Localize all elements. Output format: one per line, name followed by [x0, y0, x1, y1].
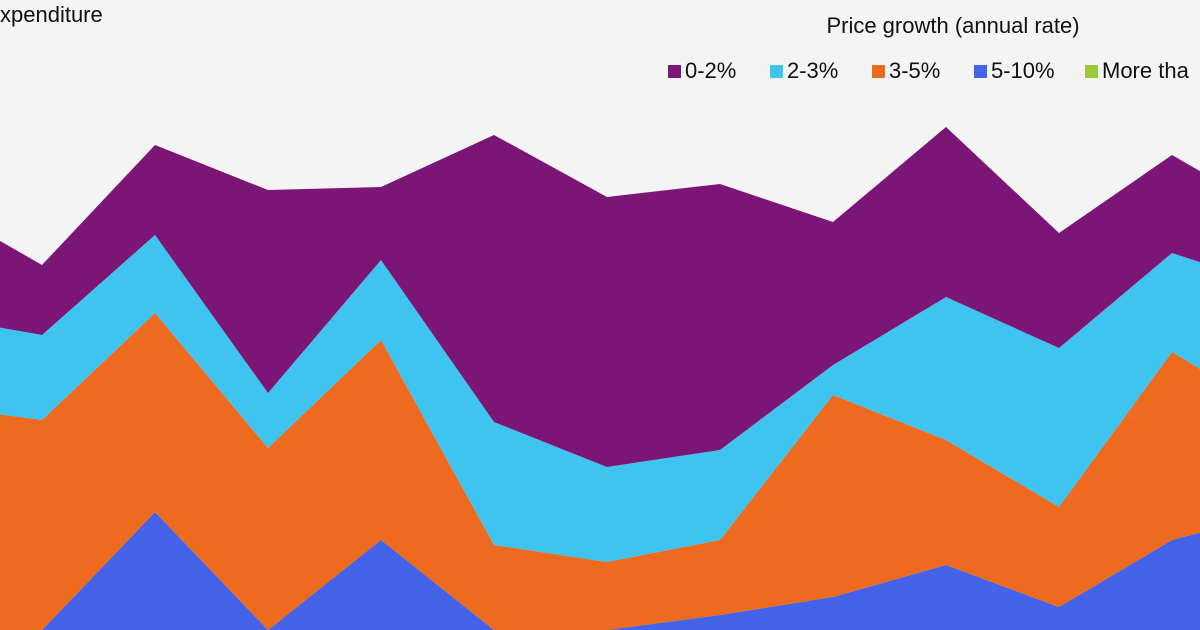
legend-swatch	[974, 65, 987, 78]
area	[0, 512, 1200, 630]
legend-swatch	[770, 65, 783, 78]
legend-label: More tha	[1102, 58, 1190, 83]
legend-swatch	[872, 65, 885, 78]
legend-label: 0-2%	[685, 58, 736, 83]
chart-title: xpenditure	[0, 2, 103, 27]
legend-label: 5-10%	[991, 58, 1055, 83]
plot-area	[0, 127, 1200, 630]
legend-label: 3-5%	[889, 58, 940, 83]
area	[0, 127, 1200, 467]
legend: 0-2% 2-3% 3-5% 5-10% More tha	[668, 58, 1190, 83]
legend-swatch	[668, 65, 681, 78]
legend-label: 2-3%	[787, 58, 838, 83]
area	[0, 313, 1200, 630]
legend-swatch	[1085, 65, 1098, 78]
legend-title: Price growth (annual rate)	[826, 13, 1079, 38]
area	[0, 235, 1200, 562]
